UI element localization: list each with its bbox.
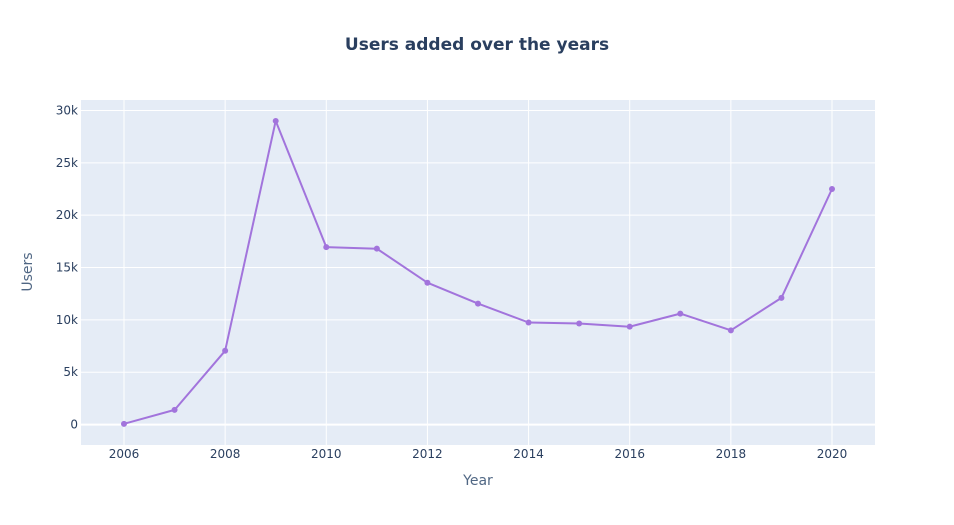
x-tick-label: 2014	[513, 447, 544, 461]
data-point	[677, 311, 683, 317]
data-point	[728, 327, 734, 333]
x-tick-label: 2008	[210, 447, 241, 461]
y-tick-label: 30k	[56, 103, 78, 117]
data-point	[121, 421, 127, 427]
data-point	[424, 280, 430, 286]
y-tick-label: 25k	[56, 156, 78, 170]
x-tick-label: 2006	[109, 447, 140, 461]
x-tick-label: 2010	[311, 447, 342, 461]
y-tick-label: 5k	[63, 365, 78, 379]
data-point	[627, 324, 633, 330]
data-point	[576, 321, 582, 327]
data-point	[526, 319, 532, 325]
data-point	[323, 244, 329, 250]
y-axis-title: Users	[20, 252, 36, 291]
x-tick-label: 2012	[412, 447, 443, 461]
data-point	[374, 246, 380, 252]
data-point	[475, 301, 481, 307]
data-point	[829, 186, 835, 192]
x-tick-label: 2016	[614, 447, 645, 461]
x-axis-title: Year	[462, 473, 493, 489]
y-tick-label: 20k	[56, 208, 78, 222]
data-point	[222, 348, 228, 354]
data-point	[273, 118, 279, 124]
y-tick-label: 10k	[56, 313, 78, 327]
data-point	[172, 407, 178, 413]
x-tick-label: 2018	[716, 447, 747, 461]
plot-area	[81, 100, 875, 445]
x-tick-label: 2020	[817, 447, 848, 461]
y-tick-label: 0	[70, 418, 78, 432]
data-point	[778, 295, 784, 301]
y-tick-label: 15k	[56, 261, 78, 275]
y-tick-labels: 0 5k 10k 15k 20k 25k 30k	[56, 103, 78, 431]
x-tick-labels: 2006 2008 2010 2012 2014 2016 2018 2020	[109, 447, 848, 461]
chart-title: Users added over the years	[345, 35, 609, 55]
